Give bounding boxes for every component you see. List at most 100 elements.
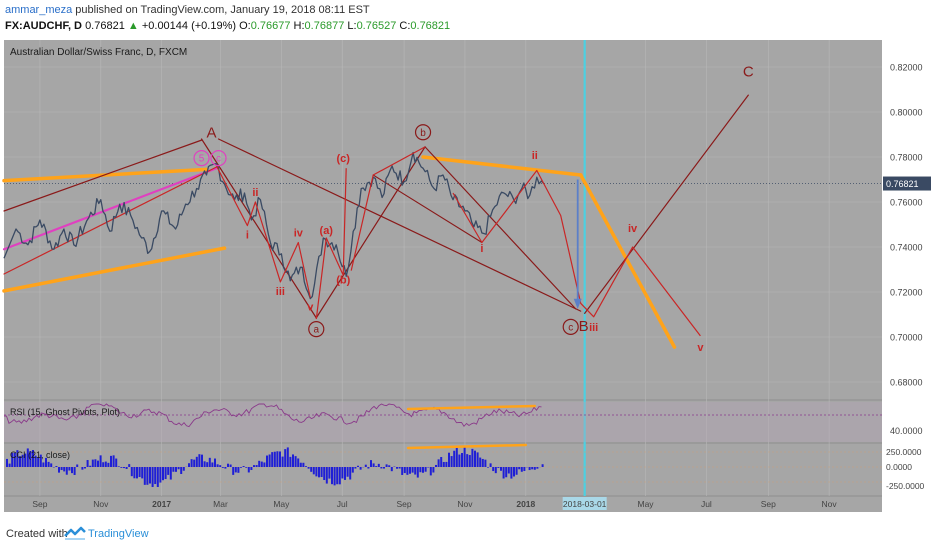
cci-bar <box>58 467 60 473</box>
cci-tick-label: 250.0000 <box>886 447 922 457</box>
open-label: O: <box>239 20 251 32</box>
cci-bar <box>437 459 440 467</box>
cci-bar <box>349 467 352 480</box>
price-axis[interactable] <box>882 40 932 512</box>
wave-label: i <box>480 243 483 255</box>
cci-bar <box>442 461 445 467</box>
cci-bar <box>242 466 245 467</box>
cci-bar <box>47 461 50 467</box>
cci-bar <box>325 467 328 484</box>
open-value: 0.76677 <box>250 20 291 32</box>
cci-bar <box>505 467 508 478</box>
wave-label-circle <box>193 150 210 167</box>
rsi-pane[interactable]: RSI (15, Ghost Pivots, Plot) 40.0000 <box>4 402 923 442</box>
cci-bar <box>55 466 58 467</box>
rsi-line <box>4 403 542 428</box>
cci-bar <box>429 467 432 476</box>
cci-bar <box>284 449 287 467</box>
y-tick-label: 0.74000 <box>890 243 923 253</box>
cci-bar <box>520 467 523 472</box>
cci-bar <box>458 454 461 467</box>
tradingview-brand-link[interactable]: TradingView <box>88 528 149 540</box>
cci-tick-label: -250.0000 <box>886 481 925 491</box>
cci-bar <box>45 457 47 467</box>
cci-bar <box>227 463 229 467</box>
cci-bar <box>531 467 534 470</box>
cci-bar <box>19 456 21 467</box>
cci-bar <box>341 467 344 479</box>
up-arrow-icon: ▲ <box>127 20 139 32</box>
cci-bar <box>318 467 320 478</box>
cci-bar <box>13 452 16 467</box>
y-tick-label: 0.72000 <box>890 288 923 298</box>
cci-bar <box>292 454 294 467</box>
cci-bar <box>492 467 495 472</box>
x-tick-label: 2018 <box>516 499 535 509</box>
cci-bar <box>221 467 224 468</box>
cci-bar <box>450 456 453 467</box>
author-link[interactable]: ammar_meza <box>5 4 73 16</box>
rsi-divergence-line <box>406 404 537 411</box>
cci-bar <box>211 462 214 467</box>
wave-label: (c) <box>337 153 351 165</box>
cci-bar <box>455 447 458 467</box>
cci-bar <box>518 467 521 470</box>
cci-bar <box>214 458 216 467</box>
cci-bar <box>224 467 227 469</box>
cci-bar <box>73 467 76 475</box>
chart-area[interactable]: Australian Dollar/Swiss Franc, D, FXCM A… <box>0 38 932 518</box>
symbol-name[interactable]: FX:AUDCHF, D <box>5 20 82 32</box>
cci-bar <box>190 459 193 467</box>
cci-bar <box>143 467 146 485</box>
cci-pane[interactable]: CCI (21, close) 250.0000 0.0000 -250.0000 <box>4 443 925 491</box>
x-tick-label: Mar <box>213 499 228 509</box>
cci-bar <box>510 467 513 479</box>
cci-bar <box>385 464 388 467</box>
cci-bar <box>372 463 375 467</box>
orange-trendline <box>421 155 583 177</box>
cci-bar <box>177 467 180 470</box>
cci-bar <box>533 467 536 470</box>
cci-bar <box>515 467 518 475</box>
x-tick-label: Sep <box>32 499 47 509</box>
cci-bar <box>21 454 24 467</box>
wave-label: C <box>743 64 754 81</box>
wave-drawings[interactable] <box>215 146 701 337</box>
cci-bar <box>169 467 172 480</box>
x-tick-label: Jul <box>701 499 712 509</box>
chart-title: Australian Dollar/Swiss Franc, D, FXCM <box>10 47 187 58</box>
cci-bar <box>99 455 102 467</box>
wave-label: a <box>314 325 320 336</box>
cci-bar <box>494 467 497 474</box>
cci-bar <box>71 467 73 474</box>
cci-bar <box>403 467 406 474</box>
cci-bar <box>203 461 206 467</box>
cci-bar <box>180 467 183 474</box>
cci-bar <box>440 457 443 467</box>
cci-bar <box>528 467 531 471</box>
wave-count-line <box>215 165 311 298</box>
tradingview-logo-icon[interactable] <box>64 526 86 540</box>
wave-label: ii <box>532 150 538 162</box>
cci-bar <box>338 467 341 485</box>
cci-bar <box>172 467 175 472</box>
cci-bar <box>461 452 463 467</box>
cci-bar <box>422 467 424 473</box>
cci-bar <box>65 467 68 475</box>
cci-bar <box>424 467 427 472</box>
cci-bar <box>84 467 86 469</box>
trend-drawings[interactable] <box>2 94 749 349</box>
price-chart-svg[interactable]: Australian Dollar/Swiss Franc, D, FXCM A… <box>0 38 932 518</box>
price-change: +0.00144 (+0.19%) <box>141 20 237 32</box>
cci-bar <box>11 452 14 467</box>
cci-bar <box>86 460 89 467</box>
cci-bar <box>229 464 232 467</box>
cci-bar <box>271 452 274 467</box>
price-line <box>3 151 545 300</box>
cci-bar <box>523 467 526 471</box>
cci-bar <box>159 467 162 483</box>
cci-bar <box>419 467 422 473</box>
x-tick-label: Nov <box>457 499 473 509</box>
cci-bar <box>377 463 380 467</box>
cci-bar <box>206 462 209 467</box>
